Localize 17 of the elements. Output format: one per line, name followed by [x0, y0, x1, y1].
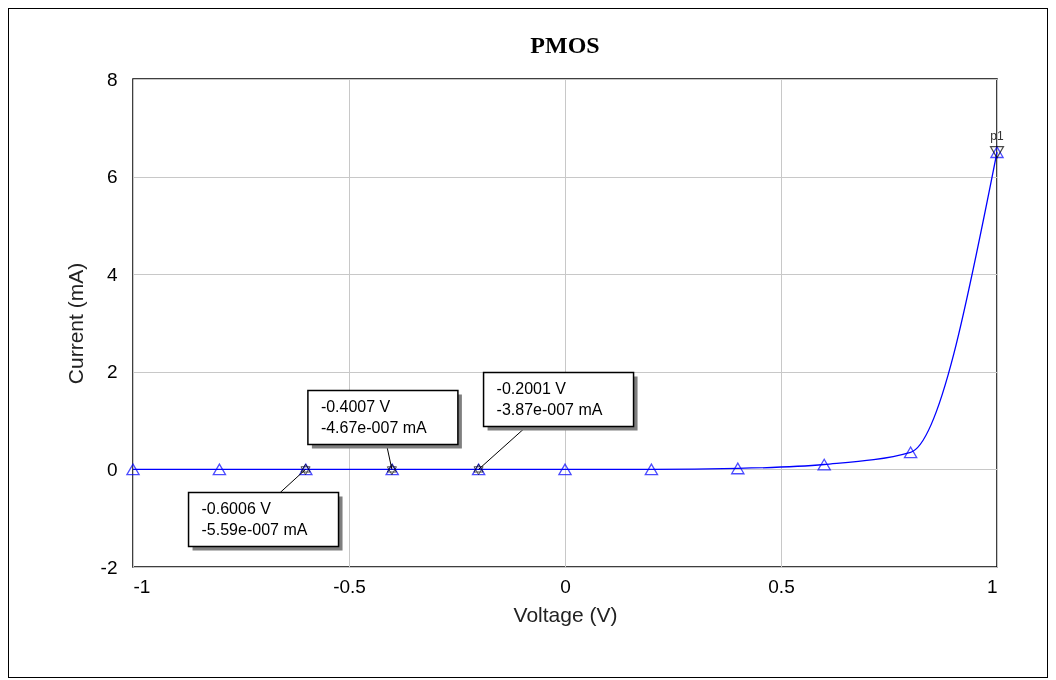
annotation: -0.2001 V -3.87e-007 mA [496, 380, 603, 419]
y-axis-title: Current (mA) [63, 262, 87, 385]
y-tick-label: 6 [106, 166, 118, 188]
y-tick-label: 4 [106, 263, 118, 285]
x-tick-label: 0.5 [768, 575, 795, 597]
x-axis-title: Voltage (V) [513, 602, 618, 626]
x-tick-label: -0.5 [333, 575, 366, 597]
y-tick-label: 8 [106, 68, 118, 90]
y-tick-label: 0 [106, 458, 118, 480]
annotation: -0.4007 V -4.67e-007 mA [320, 398, 428, 437]
x-tick-label: 1 [986, 575, 998, 597]
x-tick-label: -1 [133, 575, 151, 597]
y-tick-label: -2 [100, 556, 118, 578]
annotation: -0.6006 V -5.59e-007 mA [201, 500, 308, 539]
x-tick-label: 0 [560, 575, 571, 597]
y-tick-label: 2 [106, 361, 118, 383]
chart-title: PMOS [530, 32, 600, 58]
